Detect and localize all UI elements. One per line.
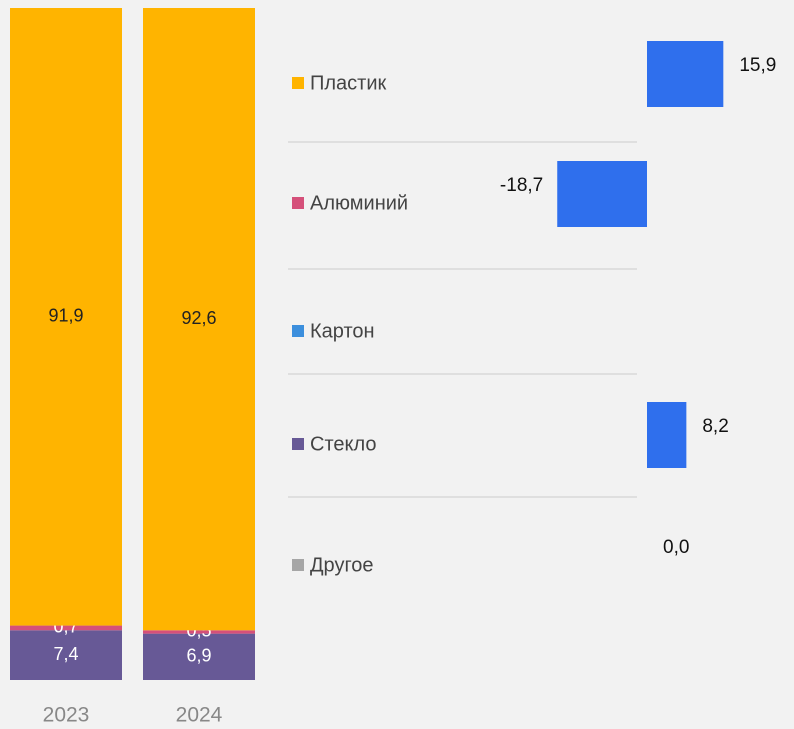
bar — [647, 402, 687, 468]
data-label: 15,9 — [739, 55, 776, 76]
data-label: -18,7 — [500, 175, 543, 196]
data-label: 0,0 — [663, 537, 689, 558]
legend-swatch — [292, 77, 304, 89]
data-label: 8,2 — [702, 416, 728, 437]
data-label: 6,9 — [186, 646, 211, 666]
legend-label: Другое — [310, 554, 374, 576]
legend-swatch — [292, 197, 304, 209]
data-label: 7,4 — [53, 644, 78, 664]
bar-segment — [143, 8, 255, 631]
data-label: 92,6 — [181, 308, 216, 328]
bar-segment — [10, 625, 122, 631]
legend-swatch — [292, 438, 304, 450]
bar-segment — [10, 8, 122, 626]
bar-segment — [143, 633, 255, 680]
legend-label: Пластик — [310, 72, 387, 94]
x-tick-label: 2024 — [176, 704, 223, 727]
legend-label: Алюминий — [310, 192, 408, 214]
legend-swatch — [292, 559, 304, 571]
bar — [557, 161, 647, 227]
x-tick-label: 2023 — [43, 704, 90, 727]
bar-segment — [143, 630, 255, 634]
legend-label: Картон — [310, 320, 375, 342]
legend-label: Стекло — [310, 433, 377, 455]
data-label: 91,9 — [48, 306, 83, 326]
bar — [647, 41, 724, 107]
legend-swatch — [292, 325, 304, 337]
bar-segment — [10, 630, 122, 680]
